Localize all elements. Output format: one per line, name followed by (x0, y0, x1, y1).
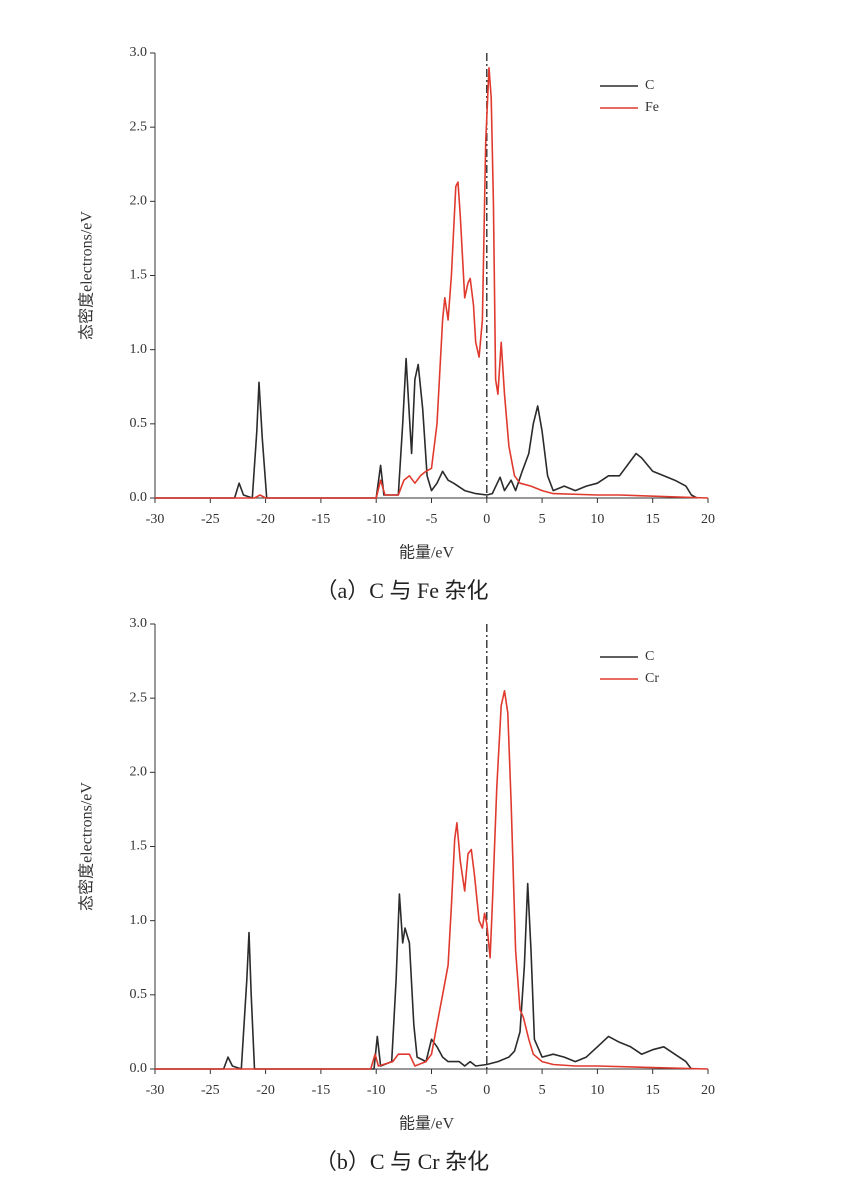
legend-label: C (645, 78, 654, 93)
y-tick-label: 0.5 (130, 987, 148, 1002)
x-tick-label: 10 (590, 512, 604, 527)
legend-label: Fe (645, 100, 659, 115)
x-tick-label: -25 (201, 512, 220, 527)
x-tick-label: 15 (646, 512, 660, 527)
x-tick-label: -10 (367, 1083, 386, 1098)
y-tick-label: 1.0 (130, 342, 148, 357)
y-axis-title: 态密度electrons/eV (78, 782, 96, 911)
y-tick-label: 0.5 (130, 416, 148, 431)
y-tick-label: 2.0 (130, 765, 148, 780)
x-tick-label: 5 (539, 512, 546, 527)
dos-line (155, 67, 709, 499)
x-axis-title: 能量/eV (399, 1115, 455, 1133)
y-tick-label: 1.5 (130, 839, 148, 854)
x-tick-label: -20 (256, 512, 275, 527)
y-tick-label: 3.0 (130, 45, 148, 60)
y-axis-title: 态密度electrons/eV (78, 211, 96, 340)
y-tick-label: 2.5 (130, 119, 148, 134)
x-axis-title: 能量/eV (399, 544, 455, 562)
x-tick-label: -20 (256, 1083, 275, 1098)
y-tick-label: 2.0 (130, 194, 148, 209)
x-tick-label: -10 (367, 512, 386, 527)
legend-label: Cr (645, 671, 659, 686)
x-tick-label: 15 (646, 1083, 660, 1098)
y-tick-label: 0.0 (130, 490, 148, 505)
x-tick-label: 20 (701, 512, 715, 527)
dos-line (155, 882, 693, 1070)
dos-line (155, 357, 698, 499)
x-tick-label: 0 (483, 1083, 490, 1098)
chart-caption: （b）C 与 Cr 杂化 (315, 1149, 489, 1174)
y-tick-label: 3.0 (130, 616, 148, 631)
legend-label: C (645, 649, 654, 664)
x-tick-label: -5 (426, 1083, 438, 1098)
x-tick-label: -5 (426, 512, 438, 527)
chart-caption: （a）C 与 Fe 杂化 (316, 578, 489, 603)
x-tick-label: -30 (146, 512, 165, 527)
y-tick-label: 0.0 (130, 1061, 148, 1076)
x-tick-label: -25 (201, 1083, 220, 1098)
x-tick-label: 0 (483, 512, 490, 527)
dos-line (155, 690, 709, 1070)
x-tick-label: -15 (312, 512, 331, 527)
x-tick-label: 10 (590, 1083, 604, 1098)
x-tick-label: -30 (146, 1083, 165, 1098)
y-tick-label: 1.5 (130, 268, 148, 283)
y-tick-label: 1.0 (130, 913, 148, 928)
y-tick-label: 2.5 (130, 690, 148, 705)
x-tick-label: -15 (312, 1083, 331, 1098)
x-tick-label: 5 (539, 1083, 546, 1098)
x-tick-label: 20 (701, 1083, 715, 1098)
